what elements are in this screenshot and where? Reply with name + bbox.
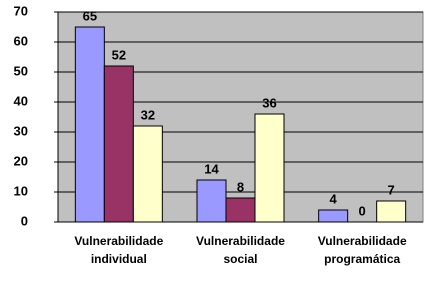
x-tick-label: Vulnerabilidade individual [74, 234, 163, 266]
y-tick-label: 10 [14, 183, 28, 198]
data-label: 36 [262, 95, 276, 110]
y-tick-label: 0 [21, 213, 28, 228]
y-tick-label: 70 [14, 3, 28, 18]
bar [103, 65, 134, 223]
data-label: 52 [112, 47, 126, 62]
y-tick-label: 40 [14, 93, 28, 108]
bar [132, 125, 163, 223]
data-label: 65 [83, 8, 97, 23]
bar [74, 26, 105, 223]
y-tick-label: 50 [14, 63, 28, 78]
data-label: 0 [359, 203, 366, 218]
data-label: 32 [141, 107, 155, 122]
data-label: 8 [237, 179, 244, 194]
bar [318, 209, 349, 223]
y-tick-label: 60 [14, 33, 28, 48]
data-label: 7 [388, 182, 395, 197]
data-label: 14 [204, 161, 219, 176]
x-tick-label: Vulnerabilidade programática [318, 234, 407, 266]
y-tick-label: 30 [14, 123, 28, 138]
y-tick-label: 20 [14, 153, 28, 168]
bar [376, 200, 407, 223]
x-tick-label: Vulnerabilidade social [196, 234, 285, 266]
bar [196, 179, 227, 223]
bar [225, 197, 256, 223]
data-label: 4 [330, 191, 338, 206]
bar [254, 113, 285, 223]
